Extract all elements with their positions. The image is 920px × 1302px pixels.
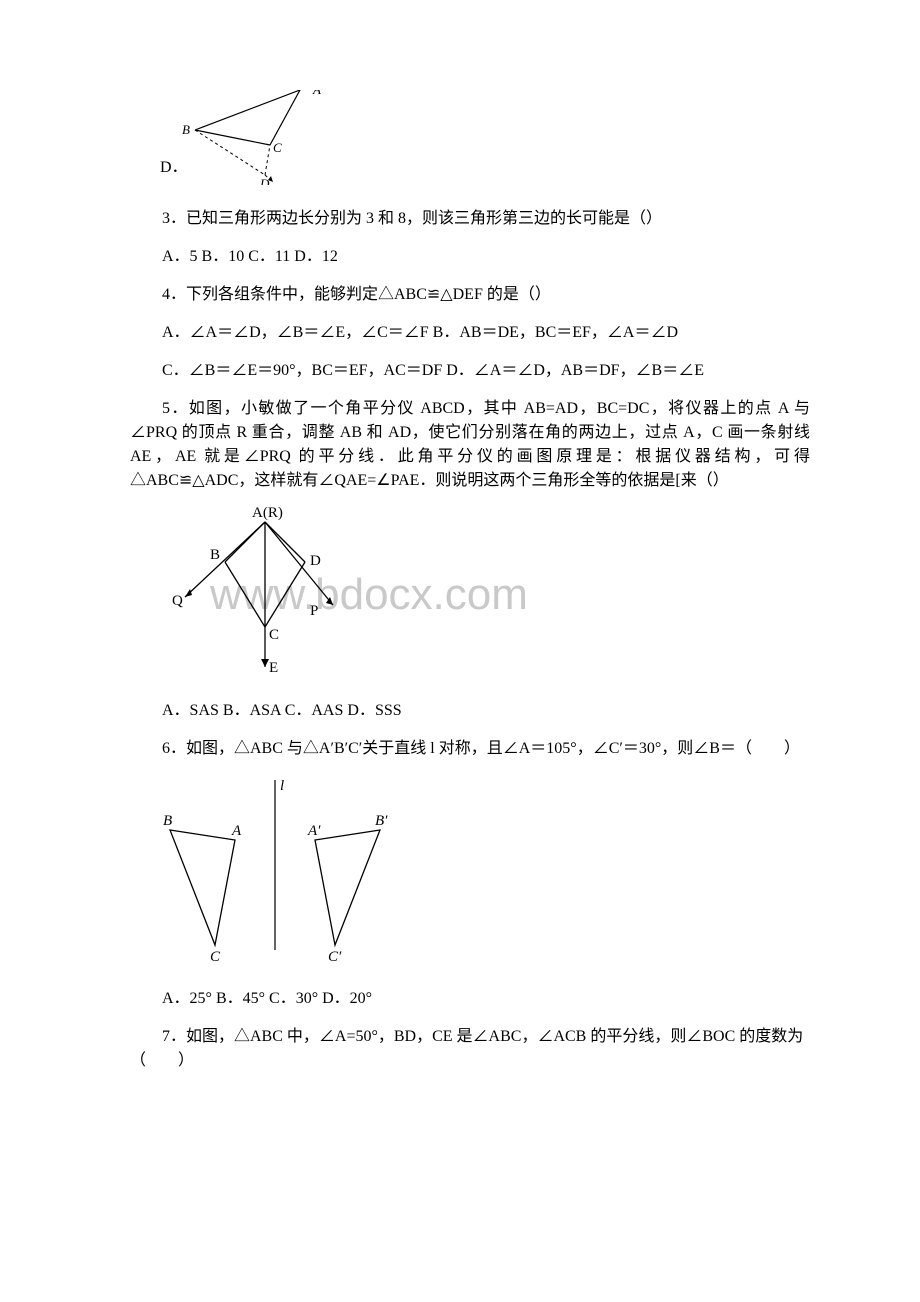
svg-text:C′: C′ — [328, 949, 342, 965]
question-3-text: 3．已知三角形两边长分别为 3 和 8，则该三角形第三边的长可能是（） — [130, 207, 810, 231]
question-5-text: 5．如图，小敏做了一个角平分仪 ABCD，其中 AB=AD，BC=DC，将仪器上… — [130, 397, 810, 493]
svg-text:B: B — [163, 813, 172, 829]
figure-q5: A(R) B D Q P C E — [170, 507, 810, 685]
svg-text:P: P — [310, 603, 318, 619]
svg-text:A′: A′ — [307, 823, 321, 839]
question-4-text: 4．下列各组条件中，能够判定△ABC≌△DEF 的是（） — [130, 283, 810, 307]
question-5-options: A．SAS B．ASA C．AAS D．SSS — [130, 699, 810, 723]
svg-text:B: B — [210, 547, 220, 563]
svg-text:C: C — [269, 627, 279, 643]
question-6-options: A．25° B．45° C．30° D．20° — [130, 987, 810, 1011]
question-4-options-cd: C．∠B＝∠E＝90°，BC＝EF，AC＝DF D．∠A＝∠D，AB＝DF，∠B… — [130, 359, 810, 383]
figure-option-d: D． A B C D — [160, 90, 810, 193]
svg-text:C: C — [210, 949, 221, 965]
question-4-options-ab: A．∠A＝∠D，∠B＝∠E，∠C＝∠F B．AB＝DE，BC＝EF，∠A＝∠D — [130, 321, 810, 345]
svg-text:D: D — [310, 553, 321, 569]
svg-text:l: l — [280, 778, 284, 794]
svg-text:A: A — [231, 823, 242, 839]
figure-q6: l B A C B′ A′ C′ — [160, 775, 810, 973]
question-7-text: 7．如图，△ABC 中，∠A=50°，BD，CE 是∠ABC，∠ACB 的平分线… — [130, 1025, 810, 1073]
svg-text:A(R): A(R) — [252, 507, 283, 521]
svg-text:D: D — [259, 176, 270, 185]
svg-text:C: C — [273, 140, 282, 155]
question-6-text: 6．如图，△ABC 与△A′B′C′关于直线 l 对称，且∠A＝105°，∠C′… — [130, 737, 810, 761]
svg-text:E: E — [269, 660, 278, 676]
svg-text:B′: B′ — [375, 813, 388, 829]
svg-text:A: A — [312, 90, 321, 97]
svg-text:Q: Q — [172, 593, 183, 609]
option-d-label: D． — [160, 159, 188, 176]
question-3-options: A．5 B．10 C．11 D．12 — [130, 245, 810, 269]
svg-text:B: B — [182, 122, 190, 137]
